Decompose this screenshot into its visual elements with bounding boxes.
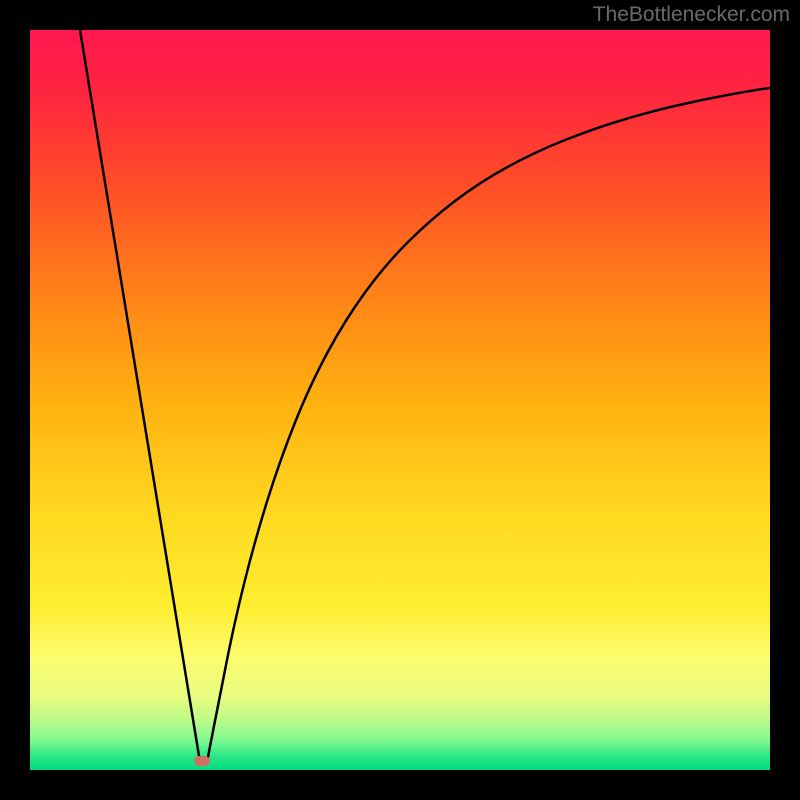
chart-frame [30,30,770,770]
curve-left-segment [80,30,200,762]
curve-layer [30,30,770,770]
plot-area [30,30,770,770]
watermark-text: TheBottlenecker.com [593,3,790,27]
curve-right-segment [207,88,770,762]
minimum-marker [194,756,210,766]
